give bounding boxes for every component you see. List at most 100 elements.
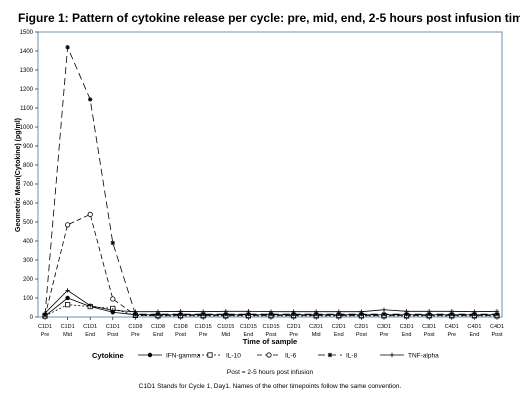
legend-label: IL-10	[226, 353, 241, 360]
y-tick-label: 200	[23, 277, 34, 283]
data-point-il-8	[201, 311, 206, 317]
footnote-post: Post = 2-5 hours post infusion	[227, 369, 314, 376]
data-point-tnf-alpha	[427, 309, 432, 314]
data-point-tnf-alpha	[381, 307, 387, 312]
data-point-tnf-alpha	[291, 309, 296, 314]
x-tick-label: End	[153, 332, 163, 338]
legend-label: IFN-gamma	[166, 353, 201, 360]
data-point-il-8	[65, 45, 70, 50]
y-tick-label: 800	[23, 163, 34, 169]
data-point-il-8	[178, 311, 183, 317]
x-tick-label: End	[334, 332, 344, 338]
legend-item-il-8: IL-8	[318, 353, 358, 360]
data-point-tnf-alpha	[404, 309, 409, 314]
x-tick-label: End	[244, 332, 254, 338]
x-tick-label: C2D1	[354, 324, 368, 330]
data-point-il-8	[336, 311, 341, 317]
legend-label: IL-6	[285, 353, 297, 360]
y-tick-label: 1000	[20, 125, 34, 131]
x-tick-label: Pre	[199, 332, 208, 338]
y-tick-label: 1500	[20, 30, 34, 36]
x-tick-label: C3D1	[377, 324, 391, 330]
x-tick-label: C2D1	[309, 324, 323, 330]
data-point-il-10	[65, 302, 71, 308]
data-point-il-8	[246, 311, 251, 317]
y-tick-label: 700	[23, 182, 34, 188]
x-tick-label: Mid	[312, 332, 321, 338]
data-point-il-8	[381, 311, 387, 317]
data-point-il-8	[314, 311, 319, 317]
x-tick-label: C3D1	[422, 324, 436, 330]
x-tick-label: C2D1	[287, 324, 301, 330]
data-point-tnf-alpha	[42, 311, 48, 316]
x-axis-label: Time of sample	[243, 337, 297, 346]
x-tick-label: Mid	[221, 332, 230, 338]
data-point-tnf-alpha	[336, 309, 341, 314]
x-tick-label: Post	[175, 332, 186, 338]
series-tnf-alpha	[42, 288, 500, 316]
data-point-il-8	[268, 311, 274, 317]
data-point-il-8	[359, 311, 364, 317]
x-tick-label: C1D1	[106, 324, 120, 330]
series-line-il-8	[44, 47, 497, 316]
data-point-tnf-alpha	[201, 309, 206, 314]
x-tick-label: Post	[265, 332, 276, 338]
x-tick-label: C4D1	[445, 324, 459, 330]
data-point-ifn-gamma	[65, 295, 70, 301]
x-tick-label: End	[402, 332, 412, 338]
x-tick-label: Post	[491, 332, 502, 338]
legend-item-il-10: IL-10	[198, 352, 241, 360]
data-point-tnf-alpha	[268, 309, 274, 314]
data-point-il-8	[472, 311, 477, 317]
legend-swatch-marker	[327, 352, 333, 358]
data-point-il-8	[404, 311, 409, 317]
legend-label: TNF-alpha	[408, 353, 439, 360]
x-tick-label: Pre	[289, 332, 298, 338]
x-tick-label: Post	[356, 332, 367, 338]
legend: Cytokine IFN-gamma IL-10 IL-6 IL-8 TNF-alpha	[92, 351, 439, 360]
legend-item-tnf-alpha: TNF-alpha	[380, 353, 439, 360]
y-tick-label: 500	[23, 220, 34, 226]
x-tick-label: C4D1	[490, 324, 504, 330]
data-point-il-6	[110, 296, 116, 302]
x-tick-label: Pre	[380, 332, 389, 338]
y-tick-label: 400	[23, 239, 34, 245]
data-point-tnf-alpha	[65, 288, 70, 293]
data-point-il-8	[291, 311, 296, 317]
data-point-tnf-alpha	[472, 309, 477, 314]
data-point-il-8	[494, 311, 500, 317]
data-point-tnf-alpha	[246, 309, 251, 314]
y-tick-label: 1300	[20, 68, 34, 74]
data-point-il-8	[155, 311, 161, 317]
data-point-tnf-alpha	[133, 309, 138, 314]
x-tick-label: Post	[107, 332, 118, 338]
data-point-il-8	[110, 240, 115, 246]
series-layer	[42, 45, 500, 319]
data-point-tnf-alpha	[110, 308, 115, 313]
series-il-8	[42, 45, 500, 318]
x-tick-label: C1D15	[217, 324, 234, 330]
y-tick-label: 0	[30, 315, 34, 321]
legend-swatch-marker	[266, 352, 272, 358]
y-tick-label: 600	[23, 201, 34, 207]
y-tick-label: 1100	[20, 106, 34, 112]
y-tick-label: 100	[23, 296, 34, 302]
x-tick-label: Post	[424, 332, 435, 338]
x-tick-label: End	[470, 332, 480, 338]
x-tick-label: End	[85, 332, 95, 338]
legend-label: IL-8	[346, 353, 358, 360]
data-point-tnf-alpha	[449, 309, 454, 314]
footnote-naming: C1D1 Stands for Cycle 1, Day1. Names of …	[139, 383, 402, 390]
y-axis-label: Geometric Mean(Cytokine) (pg/ml)	[15, 118, 22, 232]
data-point-tnf-alpha	[314, 309, 319, 314]
data-point-tnf-alpha	[359, 309, 364, 314]
data-point-tnf-alpha	[88, 303, 93, 308]
y-tick-label: 1400	[20, 49, 34, 55]
legend-swatch-marker	[389, 352, 395, 358]
x-tick-label: C1D8	[151, 324, 165, 330]
y-axis: 0 100 200 300 400 500 600 700 800 900 1000 1100 1200…	[20, 30, 38, 321]
data-point-tnf-alpha	[494, 309, 500, 314]
x-axis: C1D1 Pre C1D1 Mid C1D1 End C1D1 Post C1D8 Pre C1D8…	[38, 317, 504, 338]
